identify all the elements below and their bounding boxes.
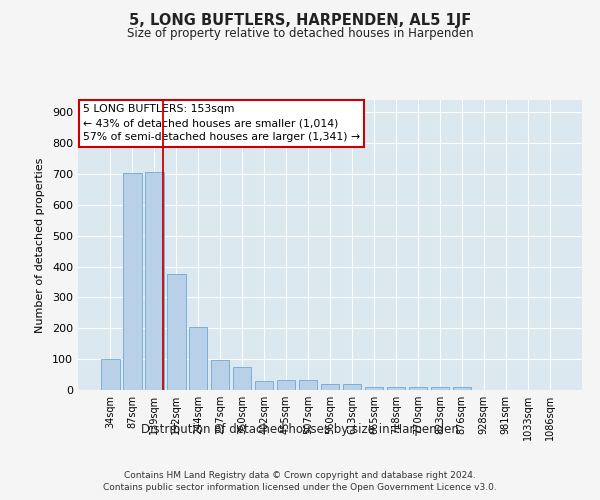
- Bar: [255, 380, 274, 390]
- Bar: [299, 380, 317, 390]
- Text: 5 LONG BUFTLERS: 153sqm
← 43% of detached houses are smaller (1,014)
57% of semi: 5 LONG BUFTLERS: 153sqm ← 43% of detache…: [83, 104, 360, 142]
- Bar: [101, 359, 119, 390]
- Text: Size of property relative to detached houses in Harpenden: Size of property relative to detached ho…: [127, 28, 473, 40]
- Bar: [386, 387, 405, 390]
- Text: Distribution of detached houses by size in Harpenden: Distribution of detached houses by size …: [141, 422, 459, 436]
- Text: 5, LONG BUFTLERS, HARPENDEN, AL5 1JF: 5, LONG BUFTLERS, HARPENDEN, AL5 1JF: [129, 12, 471, 28]
- Bar: [431, 387, 449, 390]
- Bar: [167, 274, 185, 390]
- Bar: [145, 172, 164, 390]
- Bar: [277, 380, 295, 390]
- Bar: [189, 327, 208, 390]
- Bar: [452, 387, 471, 390]
- Bar: [123, 173, 142, 390]
- Bar: [409, 387, 427, 390]
- Bar: [211, 360, 229, 390]
- Bar: [343, 384, 361, 390]
- Text: Contains public sector information licensed under the Open Government Licence v3: Contains public sector information licen…: [103, 484, 497, 492]
- Text: Contains HM Land Registry data © Crown copyright and database right 2024.: Contains HM Land Registry data © Crown c…: [124, 471, 476, 480]
- Y-axis label: Number of detached properties: Number of detached properties: [35, 158, 45, 332]
- Bar: [233, 367, 251, 390]
- Bar: [365, 387, 383, 390]
- Bar: [320, 384, 340, 390]
